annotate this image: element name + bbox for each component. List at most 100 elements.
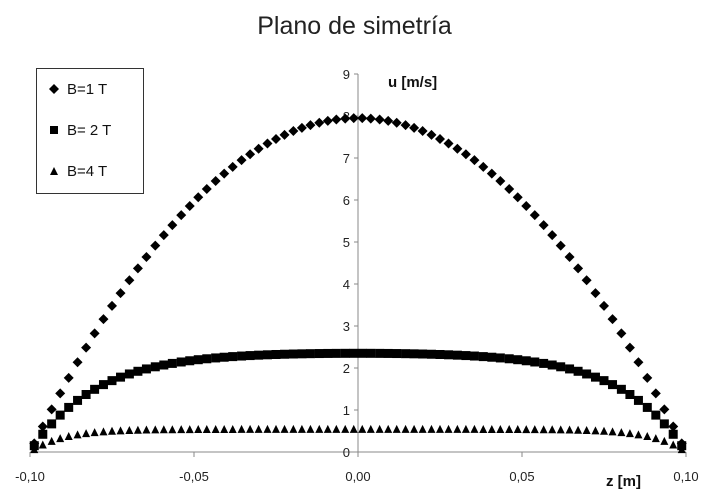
chart-title: Plano de simetría [257, 12, 452, 40]
data-point-square [383, 348, 393, 358]
data-point-diamond [383, 115, 394, 126]
data-point-triangle [574, 425, 583, 434]
data-point-square [392, 349, 402, 359]
data-point-diamond [564, 252, 575, 263]
data-point-diamond [210, 175, 221, 186]
data-point-triangle [418, 424, 427, 433]
data-point-triangle [151, 425, 160, 434]
data-point-triangle [582, 426, 591, 435]
data-point-triangle [384, 424, 393, 433]
data-point-triangle [651, 434, 660, 443]
data-point-diamond [98, 314, 109, 325]
data-point-square [280, 349, 290, 359]
data-point-triangle [548, 425, 557, 434]
data-point-triangle [168, 425, 177, 434]
data-point-diamond [365, 113, 376, 124]
data-point-diamond [417, 126, 428, 137]
legend-item-b1: B=1 T [47, 79, 107, 99]
data-point-triangle [530, 425, 539, 434]
data-point-triangle [47, 436, 56, 445]
data-point-diamond [555, 240, 566, 251]
data-point-square [461, 351, 471, 361]
data-point-diamond [538, 220, 549, 231]
data-point-diamond [262, 138, 273, 149]
data-point-triangle [280, 424, 289, 433]
data-point-triangle [600, 426, 608, 435]
data-point-square [81, 390, 91, 400]
data-point-square [556, 362, 566, 372]
legend: B=1 T B= 2 T B=4 T [36, 68, 144, 194]
data-point-square [262, 350, 272, 360]
data-point-triangle [453, 424, 462, 433]
data-point-square [211, 353, 221, 363]
data-point-diamond [391, 117, 402, 128]
data-point-triangle [565, 425, 574, 434]
y-tick-label: 6 [343, 193, 350, 208]
data-point-triangle [297, 424, 306, 433]
data-point-triangle [323, 424, 332, 433]
data-point-square [331, 348, 341, 358]
data-point-diamond [227, 161, 238, 172]
data-point-diamond [141, 252, 152, 263]
data-point-triangle [444, 424, 453, 433]
data-point-triangle [246, 424, 255, 433]
data-point-triangle [82, 429, 91, 438]
data-point-triangle [496, 424, 505, 433]
data-point-diamond [193, 192, 204, 203]
data-point-diamond [452, 143, 463, 154]
data-point-triangle [556, 425, 565, 434]
data-point-triangle [358, 424, 367, 433]
data-point-square [608, 380, 618, 390]
data-point-triangle [228, 424, 237, 433]
data-point-diamond [486, 168, 497, 179]
data-point-triangle [617, 428, 626, 437]
data-point-diamond [176, 210, 187, 221]
data-point-triangle [505, 425, 514, 434]
y-tick-label: 3 [343, 319, 350, 334]
legend-label-b4: B=4 T [67, 162, 108, 180]
data-point-square [176, 357, 186, 367]
data-point-triangle [461, 424, 470, 433]
x-tick-label: -0,10 [15, 469, 45, 484]
data-point-diamond [115, 288, 126, 299]
data-point-diamond [460, 149, 471, 160]
data-point-triangle [99, 427, 108, 436]
data-point-diamond [659, 404, 670, 415]
data-point-diamond [132, 263, 143, 274]
data-point-square [245, 351, 255, 361]
data-point-triangle [634, 430, 643, 439]
data-point-triangle [306, 424, 315, 433]
x-tick-label: -0,05 [179, 469, 209, 484]
data-point-triangle [608, 427, 617, 436]
data-point-diamond [478, 161, 489, 172]
y-tick-label: 2 [343, 361, 350, 376]
data-point-diamond [37, 421, 48, 432]
data-point-square [521, 356, 531, 366]
data-point-triangle [289, 424, 298, 433]
data-point-diamond [573, 263, 584, 274]
data-point-diamond [624, 342, 635, 353]
data-point-triangle [660, 436, 669, 445]
data-point-square [237, 351, 247, 361]
data-point-diamond [547, 230, 558, 241]
legend-label-b1: B=1 T [67, 80, 108, 98]
data-point-diamond [633, 357, 644, 368]
data-point-square [288, 349, 298, 359]
data-point-square [590, 372, 600, 382]
data-point-diamond [296, 122, 307, 133]
data-point-square [124, 369, 134, 379]
data-point-diamond [409, 122, 420, 133]
data-point-square [401, 349, 411, 359]
data-point-diamond [236, 155, 247, 166]
data-point-square [599, 376, 609, 386]
data-point-square [426, 349, 436, 359]
data-point-diamond [201, 184, 212, 195]
x-axis-title: z [m] [606, 473, 641, 490]
data-point-square [254, 350, 264, 360]
data-point-triangle [401, 424, 410, 433]
data-point-triangle [375, 424, 384, 433]
data-point-triangle [487, 424, 496, 433]
data-point-triangle [30, 445, 39, 454]
data-point-diamond [322, 115, 333, 126]
data-point-square [98, 380, 108, 390]
